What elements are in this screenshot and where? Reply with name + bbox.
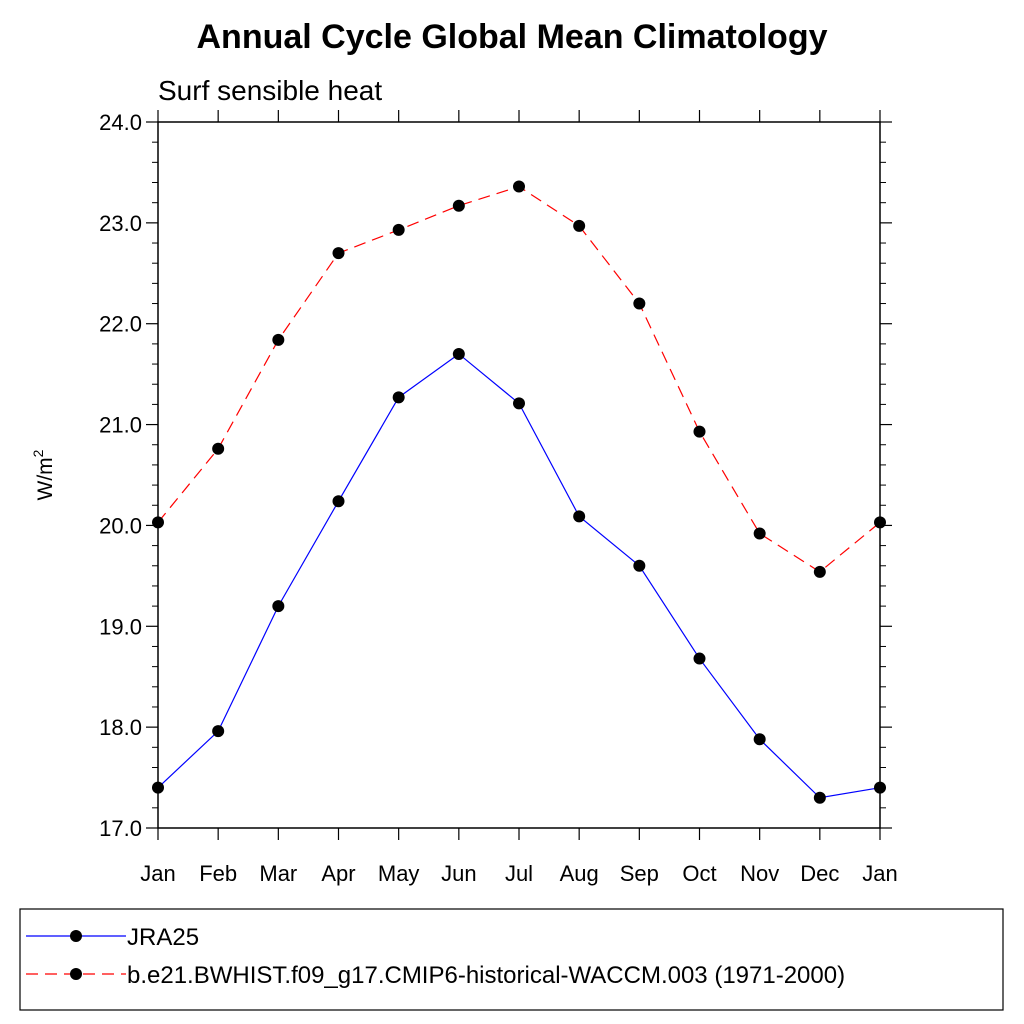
data-point bbox=[753, 733, 766, 746]
data-point bbox=[874, 781, 886, 794]
legend-label-1: b.e21.BWHIST.f09_g17.CMIP6-historical-WA… bbox=[127, 962, 845, 989]
y-tick-label: 21.0 bbox=[99, 413, 142, 438]
series-line-1 bbox=[157, 185, 881, 573]
legend-marker-1 bbox=[70, 968, 82, 980]
y-axis-label-unit: W/m bbox=[34, 457, 57, 500]
data-point bbox=[573, 219, 586, 232]
y-axis-ticks: 17.0 18.0 19.0 20.0 21.0 22.0 23.0 24.0 bbox=[99, 110, 892, 841]
x-tick-label: Apr bbox=[321, 861, 355, 886]
data-point bbox=[212, 442, 225, 455]
data-point bbox=[513, 180, 525, 193]
data-point bbox=[332, 495, 345, 508]
data-point bbox=[813, 791, 826, 804]
series-line-0 bbox=[157, 353, 881, 799]
x-tick-label: Jan bbox=[862, 861, 897, 886]
x-tick-label: Aug bbox=[560, 861, 599, 886]
data-point bbox=[573, 510, 586, 523]
data-point bbox=[633, 559, 646, 572]
y-tick-label: 19.0 bbox=[99, 614, 142, 639]
y-tick-label: 17.0 bbox=[99, 816, 142, 841]
y-axis-label: W/m2 bbox=[30, 449, 57, 500]
x-tick-label: May bbox=[378, 861, 420, 886]
legend: JRA25 b.e21.BWHIST.f09_g17.CMIP6-historic… bbox=[26, 924, 845, 989]
chart-title: Annual Cycle Global Mean Climatology bbox=[197, 18, 828, 56]
x-tick-label: Mar bbox=[259, 861, 297, 886]
x-tick-label: Jan bbox=[140, 861, 175, 886]
data-point bbox=[633, 297, 646, 310]
x-tick-label: Nov bbox=[740, 861, 779, 886]
y-tick-label: 18.0 bbox=[99, 715, 142, 740]
x-tick-label: Oct bbox=[682, 861, 716, 886]
data-point bbox=[452, 199, 465, 212]
y-tick-label: 23.0 bbox=[99, 211, 142, 236]
data-point bbox=[513, 397, 525, 410]
data-point bbox=[392, 391, 405, 404]
data-point bbox=[392, 223, 405, 236]
data-point bbox=[874, 516, 886, 529]
x-axis-ticks: Jan Feb Mar Apr May Jun Jul Aug Sep Oct Nov Dec Jan bbox=[140, 110, 898, 886]
x-tick-label: Feb bbox=[199, 861, 237, 886]
y-tick-label: 22.0 bbox=[99, 312, 142, 337]
chart-subtitle: Surf sensible heat bbox=[158, 75, 382, 106]
legend-label-0: JRA25 bbox=[127, 924, 199, 951]
y-tick-label: 24.0 bbox=[99, 110, 142, 135]
legend-marker-0 bbox=[70, 930, 82, 942]
x-tick-label: Dec bbox=[800, 861, 839, 886]
data-point bbox=[332, 247, 345, 260]
data-point bbox=[152, 516, 164, 529]
data-point bbox=[452, 347, 465, 360]
data-point bbox=[693, 425, 706, 438]
plot-frame bbox=[157, 121, 881, 829]
data-point bbox=[212, 725, 225, 738]
y-tick-label: 20.0 bbox=[99, 513, 142, 538]
x-tick-label: Sep bbox=[620, 861, 659, 886]
data-point bbox=[152, 781, 164, 794]
data-point bbox=[753, 527, 766, 540]
y-axis-label-superscript: 2 bbox=[30, 449, 46, 457]
legend-box bbox=[19, 908, 1004, 1011]
data-point bbox=[272, 333, 285, 346]
data-point bbox=[813, 565, 826, 578]
data-point bbox=[272, 600, 285, 613]
x-tick-label: Jun bbox=[441, 861, 476, 886]
data-point bbox=[693, 652, 706, 665]
series-layer bbox=[152, 180, 886, 804]
x-tick-label: Jul bbox=[505, 861, 533, 886]
